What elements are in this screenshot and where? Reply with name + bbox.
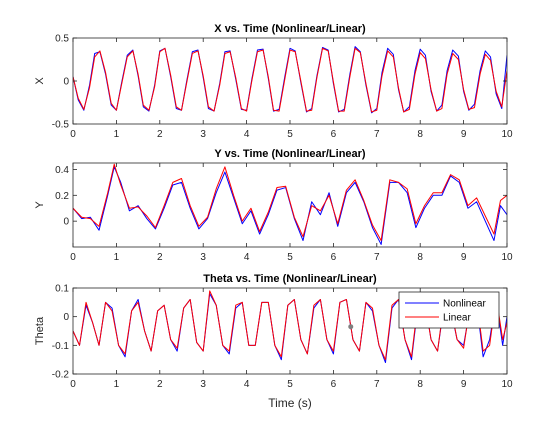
y-axis-label: Theta	[34, 316, 46, 345]
subplot-title: X vs. Time (Nonlinear/Linear)	[214, 23, 366, 35]
x-tick-label: 0	[70, 379, 76, 390]
x-tick-label: 10	[501, 129, 513, 140]
y-tick-label: 0.2	[55, 191, 69, 202]
subplot-title: Theta vs. Time (Nonlinear/Linear)	[203, 273, 377, 285]
x-tick-label: 6	[331, 129, 337, 140]
x-tick-label: 7	[374, 252, 380, 263]
subplot-1: 0 1 2 3 4 5 6 7 8 9 10-0.500.5X vs. Time (Nonlinea…	[34, 23, 513, 140]
legend: Nonlinear Linear	[398, 291, 500, 329]
x-tick-label: 2	[157, 129, 163, 140]
y-tick-label: -0.2	[52, 370, 70, 381]
x-tick-label: 4	[244, 252, 250, 263]
x-tick-label: 5	[287, 129, 293, 140]
x-tick-label: 5	[287, 252, 293, 263]
x-tick-label: 3	[200, 252, 206, 263]
y-tick-label: -0.5	[52, 120, 70, 131]
x-tick-label: 7	[374, 379, 380, 390]
subplot-3: 0 1 2 3 4 5 6 7 8 9 10 -0.2 -0.1 0 0.1 Theta vs. Time (…	[34, 273, 513, 390]
x-tick-label: 8	[417, 129, 423, 140]
x-tick-label: 4	[244, 379, 250, 390]
x-tick-label: 1	[114, 129, 120, 140]
y-tick-label: 0.1	[55, 284, 69, 295]
y-tick-label: 0.5	[55, 34, 69, 45]
y-tick-label: 0	[63, 217, 69, 228]
x-tick-label: 7	[374, 129, 380, 140]
y-tick-label: 0	[63, 312, 69, 323]
legend-entry: Nonlinear	[443, 299, 486, 310]
x-tick-label: 9	[461, 252, 467, 263]
series-line-3-2	[73, 290, 507, 361]
x-tick-label: 2	[157, 379, 163, 390]
x-tick-label: 10	[501, 252, 513, 263]
x-tick-label: 5	[287, 379, 293, 390]
x-tick-label: 4	[244, 129, 250, 140]
subplot-2: 0 1 2 3 4 5 6 7 8 9 10 0 0.2 0.4 Y vs. Time (Nonlinear…	[34, 148, 513, 263]
x-tick-label: 8	[417, 379, 423, 390]
x-tick-label: 0	[70, 129, 76, 140]
y-axis-label: X	[34, 77, 46, 85]
x-tick-label: 9	[461, 129, 467, 140]
x-tick-label: 1	[114, 379, 120, 390]
x-tick-label: 9	[461, 379, 467, 390]
x-tick-label: 10	[501, 379, 513, 390]
figure-x-axis-label: Time (s)	[268, 396, 312, 410]
x-tick-label: 6	[331, 379, 337, 390]
x-tick-label: 3	[200, 129, 206, 140]
x-tick-label: 3	[200, 379, 206, 390]
series-line-2-2	[73, 163, 507, 242]
y-axis-label: Y	[34, 201, 46, 209]
y-tick-label: 0.4	[55, 165, 69, 176]
y-tick-label: 0	[63, 77, 69, 88]
legend-box	[398, 291, 500, 329]
subplot-title: Y vs. Time (Nonlinear/Linear)	[214, 148, 366, 160]
annotation-marker	[348, 324, 354, 330]
x-tick-label: 2	[157, 252, 163, 263]
plot-area-2	[73, 163, 507, 247]
x-tick-label: 8	[417, 252, 423, 263]
y-tick-label: -0.1	[52, 341, 70, 352]
series-line-1-2	[73, 47, 507, 113]
x-tick-label: 0	[70, 252, 76, 263]
x-tick-label: 6	[331, 252, 337, 263]
x-tick-label: 1	[114, 252, 120, 263]
legend-entry: Linear	[443, 313, 471, 324]
